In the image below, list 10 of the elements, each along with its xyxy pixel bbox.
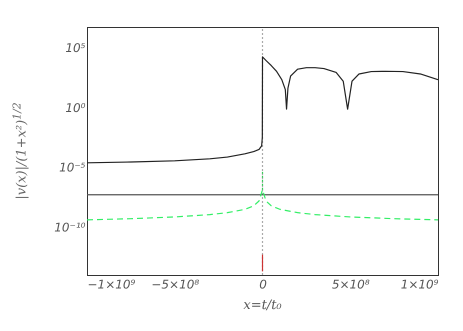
y-tick-label: 10⁵ [65,40,86,55]
y-tick-label: 10⁻¹⁰ [54,220,86,235]
x-tick-label: 5×10⁸ [332,278,370,292]
x-tick-label: −5×10⁸ [151,278,200,292]
x-tick-label: 1×10⁹ [400,278,439,292]
y-tick-label: 10⁰ [65,100,86,115]
x-tick-label: −1×10⁹ [88,278,136,292]
y-tick-label: 10⁻⁵ [59,160,86,175]
x-axis-title: x=t/t₀ [242,298,283,313]
x-tick-label: 0 [259,278,268,292]
